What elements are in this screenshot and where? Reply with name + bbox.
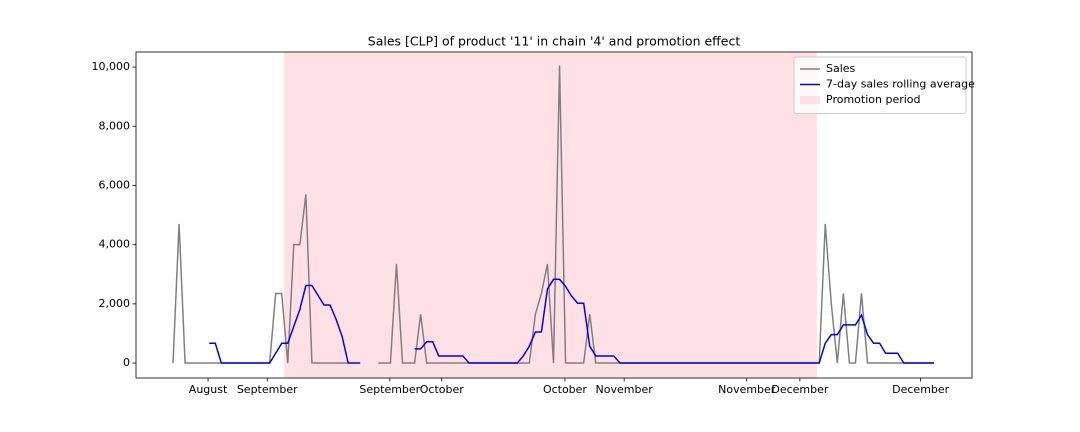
x-tick-label: August bbox=[189, 383, 228, 396]
x-tick-label: September bbox=[359, 383, 420, 396]
promotion-span bbox=[284, 52, 817, 378]
legend-label: Promotion period bbox=[826, 93, 921, 106]
x-tick-label: September bbox=[237, 383, 298, 396]
series-line bbox=[209, 278, 934, 364]
x-tick-label: November bbox=[596, 383, 654, 396]
chart-title: Sales [CLP] of product '11' in chain '4'… bbox=[368, 34, 741, 49]
plot-frame bbox=[135, 51, 973, 379]
legend-swatch bbox=[800, 96, 820, 104]
y-tick-label: 0 bbox=[123, 356, 130, 369]
y-tick-label: 4,000 bbox=[99, 238, 131, 251]
x-tick-label: October bbox=[543, 383, 587, 396]
y-tick-label: 2,000 bbox=[99, 297, 131, 310]
legend-label: Sales bbox=[826, 62, 856, 75]
y-tick-label: 8,000 bbox=[99, 119, 131, 132]
legend: Sales 7-day sales rolling average Promotio… bbox=[793, 56, 975, 114]
x-tick-label: December bbox=[771, 383, 829, 396]
x-tick-label: November bbox=[718, 383, 776, 396]
legend-label: 7-day sales rolling average bbox=[826, 78, 975, 91]
y-tick-label: 6,000 bbox=[99, 178, 131, 191]
x-tick-label: December bbox=[892, 383, 950, 396]
legend-box bbox=[793, 56, 967, 114]
y-tick-label: 10,000 bbox=[92, 60, 131, 73]
x-tick-label: October bbox=[420, 383, 464, 396]
